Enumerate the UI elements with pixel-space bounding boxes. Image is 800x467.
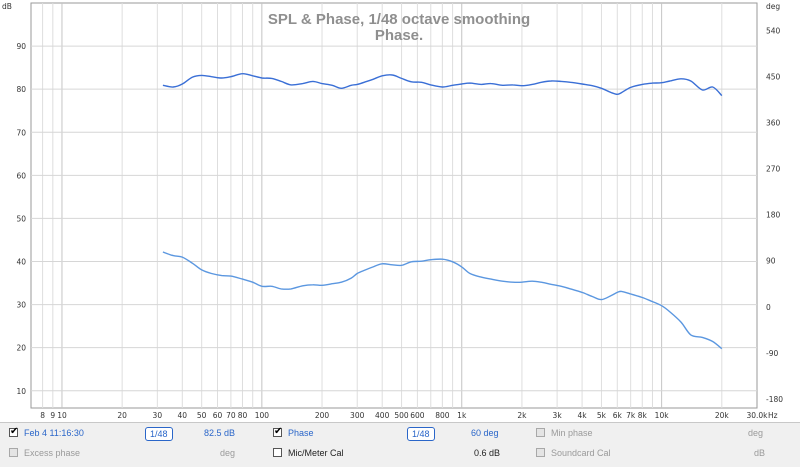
- x-tick-label: 200: [315, 411, 330, 420]
- right-tick-label: 270: [766, 165, 781, 174]
- left-tick-label: 90: [16, 42, 26, 51]
- x-tick-label: 30: [153, 411, 163, 420]
- x-tick-label: 2k: [517, 411, 527, 420]
- x-axis-ticks: 8 9 10 20 30 40 50 60 70 80 100 200 300 400 500 600 800 1…: [40, 411, 768, 420]
- x-tick-label: 4k: [578, 411, 588, 420]
- control-row-1: ✔ Feb 4 11:16:30 1/48 82.5 dB ✔ Phase 1/…: [0, 424, 800, 444]
- spl-phase-chart: 8 9 10 20 30 40 50 60 70 80 100 200 300 400 500 600 800 1…: [2, 2, 783, 420]
- mic-meter-cal-value: 0.6 dB: [474, 448, 501, 458]
- x-tick-label: 70: [226, 411, 236, 420]
- x-tick-label: 500: [394, 411, 409, 420]
- x-tick-label: 300: [350, 411, 365, 420]
- mic-meter-cal-checkbox[interactable]: [273, 448, 282, 457]
- right-tick-label: 90: [766, 257, 776, 266]
- plot-area: [30, 2, 758, 409]
- x-tick-label: 400: [375, 411, 390, 420]
- mic-meter-cal-label: Mic/Meter Cal: [288, 448, 344, 458]
- min-phase-label: Min phase: [551, 428, 593, 438]
- excess-phase-unit: deg: [220, 448, 236, 458]
- right-tick-label: 360: [766, 119, 781, 128]
- x-tick-label: 60: [213, 411, 223, 420]
- x-tick-label: 30.0k: [746, 411, 768, 420]
- min-phase-unit: deg: [748, 428, 764, 438]
- excess-phase-label: Excess phase: [24, 448, 81, 458]
- right-tick-label: 540: [766, 27, 781, 36]
- right-tick-label: -180: [766, 395, 783, 404]
- x-tick-label: 8: [40, 411, 45, 420]
- x-axis-unit: Hz: [768, 411, 778, 420]
- x-tick-label: 20: [117, 411, 127, 420]
- phase-trace-name: Phase: [288, 428, 314, 438]
- x-tick-label: 800: [435, 411, 450, 420]
- check-icon: ✔: [274, 426, 283, 437]
- control-row-2: Excess phase deg Mic/Meter Cal 0.6 dB So…: [0, 444, 800, 464]
- excess-phase-checkbox[interactable]: [9, 448, 18, 457]
- x-tick-label: 3k: [553, 411, 563, 420]
- left-tick-label: 10: [16, 387, 26, 396]
- left-tick-label: 60: [16, 171, 26, 180]
- x-tick-label: 20k: [715, 411, 730, 420]
- x-tick-label: 7k: [626, 411, 636, 420]
- x-tick-label: 9: [50, 411, 55, 420]
- right-tick-label: -90: [766, 349, 778, 358]
- left-tick-label: 30: [16, 301, 26, 310]
- x-tick-label: 8k: [638, 411, 648, 420]
- x-tick-label: 10k: [655, 411, 670, 420]
- x-tick-label: 10: [57, 411, 67, 420]
- left-tick-label: 80: [16, 85, 26, 94]
- x-tick-label: 6k: [613, 411, 623, 420]
- x-tick-label: 40: [178, 411, 188, 420]
- spl-trace-name: Feb 4 11:16:30: [24, 428, 84, 438]
- left-tick-label: 70: [16, 128, 26, 137]
- left-tick-label: 40: [16, 258, 26, 267]
- soundcard-cal-unit: dB: [754, 448, 766, 458]
- spl-curve: [162, 72, 723, 97]
- spl-smoothing-selector[interactable]: 1/48: [145, 427, 173, 441]
- chart-subtitle: Phase.: [375, 27, 423, 44]
- left-axis-unit: dB: [2, 2, 12, 11]
- soundcard-cal-checkbox[interactable]: [536, 448, 545, 457]
- right-tick-label: 0: [766, 303, 771, 312]
- soundcard-cal-label: Soundcard Cal: [551, 448, 611, 458]
- x-tick-label: 100: [255, 411, 270, 420]
- phase-curve: [162, 251, 723, 350]
- right-axis-ticks: 540 450 360 270 180 90 0 -90 -180: [766, 27, 783, 404]
- x-tick-label: 5k: [597, 411, 607, 420]
- phase-trace-checkbox[interactable]: ✔: [273, 426, 283, 437]
- x-tick-label: 80: [238, 411, 248, 420]
- trace-control-panel: ✔ Feb 4 11:16:30 1/48 82.5 dB ✔ Phase 1/…: [0, 422, 800, 467]
- curves: [162, 72, 723, 350]
- spl-trace-checkbox[interactable]: ✔: [9, 426, 19, 437]
- check-icon: ✔: [10, 426, 19, 437]
- left-axis-ticks: 90 80 70 60 50 40 30 20 10: [16, 42, 26, 396]
- grid-lines: [31, 3, 757, 408]
- left-tick-label: 20: [16, 344, 26, 353]
- spl-cursor-value: 82.5 dB: [204, 428, 236, 438]
- left-tick-label: 50: [16, 214, 26, 223]
- right-tick-label: 450: [766, 73, 781, 82]
- x-tick-label: 1k: [457, 411, 467, 420]
- min-phase-checkbox[interactable]: [536, 428, 545, 437]
- x-tick-label: 600: [410, 411, 425, 420]
- right-tick-label: 180: [766, 211, 781, 220]
- chart-title: SPL & Phase, 1/48 octave smoothing: [268, 11, 530, 28]
- right-axis-unit: deg: [766, 2, 780, 11]
- phase-cursor-value: 60 deg: [471, 428, 499, 438]
- x-tick-label: 50: [197, 411, 207, 420]
- phase-smoothing-selector[interactable]: 1/48: [407, 427, 435, 441]
